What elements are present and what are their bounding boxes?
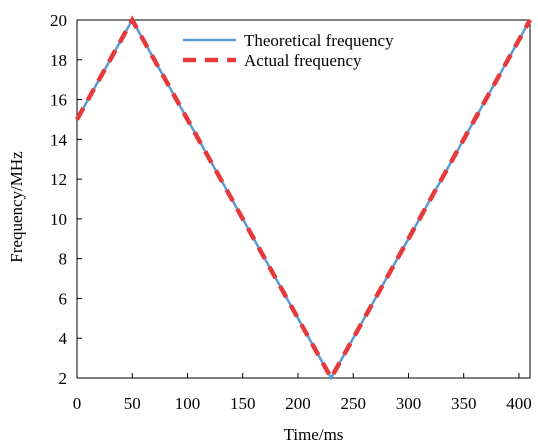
y-tick-label: 18 [50, 51, 67, 70]
series-layer [77, 20, 530, 378]
series-line-actual [77, 20, 530, 378]
y-axis-label: Frequency/MHz [7, 151, 26, 263]
y-tick-label: 4 [59, 329, 68, 348]
y-tick-label: 10 [50, 210, 67, 229]
y-tick-label: 16 [50, 91, 67, 110]
legend-label-theoretical: Theoretical frequency [244, 31, 394, 50]
x-tick-label: 100 [175, 394, 201, 413]
x-tick-label: 150 [230, 394, 256, 413]
y-tick-label: 2 [59, 369, 68, 388]
x-tick-label: 200 [285, 394, 311, 413]
x-tick-label: 300 [396, 394, 422, 413]
x-axis-ticks: 0 50 100 150 200 250 300 350 400 [73, 373, 532, 413]
x-tick-label: 350 [451, 394, 477, 413]
y-tick-label: 12 [50, 170, 67, 189]
y-tick-label: 8 [59, 250, 68, 269]
x-tick-label: 50 [124, 394, 141, 413]
y-tick-label: 6 [59, 289, 68, 308]
x-tick-label: 400 [506, 394, 532, 413]
x-tick-label: 250 [340, 394, 366, 413]
x-tick-label: 0 [73, 394, 82, 413]
y-tick-label: 14 [50, 130, 68, 149]
x-axis-label: Time/ms [284, 425, 344, 443]
legend-label-actual: Actual frequency [244, 51, 362, 70]
y-tick-label: 20 [50, 11, 67, 30]
